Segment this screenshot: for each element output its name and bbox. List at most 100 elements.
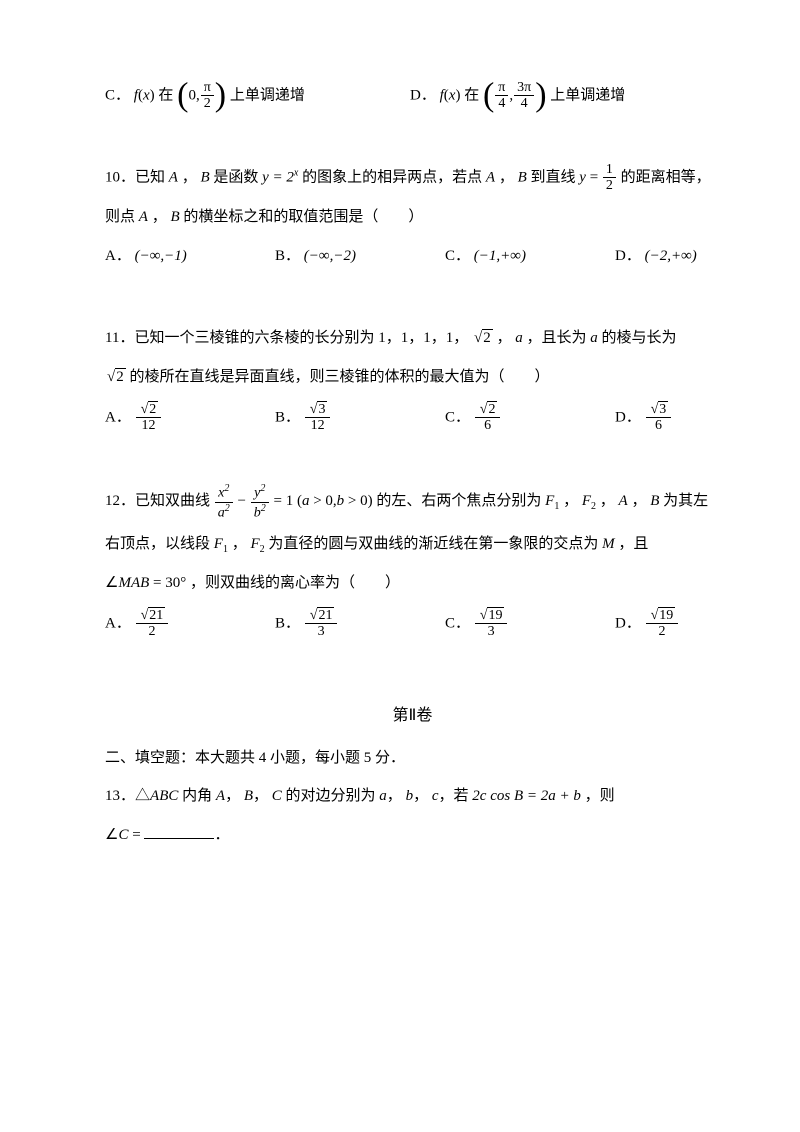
t: 到直线 (531, 169, 580, 185)
F1: F (214, 536, 223, 552)
a: a (379, 788, 387, 804)
rp: ) (455, 87, 460, 103)
t: ，则 (585, 788, 615, 804)
den: 4 (495, 95, 508, 111)
r: 2 (148, 401, 158, 417)
c: c (432, 788, 439, 804)
t: 内角 (182, 788, 216, 804)
c: ， (178, 169, 197, 185)
r: 19 (658, 607, 675, 623)
F2: F (250, 536, 259, 552)
s: 2 (139, 402, 159, 417)
r: 19 (487, 607, 504, 623)
t: 13． (105, 788, 135, 804)
fn: y = 2 (262, 169, 294, 185)
f: 2 6 (475, 402, 501, 434)
big-rparen: ) (215, 76, 226, 113)
d: 2 (136, 623, 169, 639)
d: 2 (603, 177, 616, 193)
l: B． (275, 248, 300, 264)
q12-body2: 右顶点，以线段 F1 ， F2 为直径的圆与双曲线的渐近线在第一象限的交点为 M… (105, 529, 720, 561)
d: 3 (305, 623, 338, 639)
s: 21 (139, 608, 166, 623)
pi-over-2: π2 (201, 80, 214, 112)
tri: △ (135, 788, 150, 804)
q10-opt-c: C． (−1,+∞) (445, 241, 615, 273)
A: A (216, 788, 225, 804)
q10-opt-a: A． (−∞,−1) (105, 241, 275, 273)
tail: 上单调递增 (230, 87, 305, 103)
big-lparen: ( (483, 76, 494, 113)
n: 21 (136, 608, 169, 623)
q9-options-cd: C． f(x) 在 (0,π2) 上单调递增 D． f(x) 在 (π4,3π4… (105, 80, 720, 112)
l: A． (105, 615, 131, 631)
t: 右顶点，以线段 (105, 536, 210, 552)
angle: ∠ (105, 827, 118, 843)
q13-body: 13．△ABC 内角 A， B， C 的对边分别为 a， b， c，若 2c c… (105, 781, 720, 813)
period: ． (214, 827, 229, 843)
q10-body2: 则点 A ， B 的横坐标之和的取值范围是（ ） (105, 202, 720, 234)
t: 的对边分别为 (286, 788, 380, 804)
d: 6 (646, 417, 672, 433)
big-rparen: ) (535, 76, 546, 113)
minus: − (238, 493, 250, 509)
c: ， (148, 209, 167, 225)
v: (−2,+∞) (645, 248, 697, 264)
t: 11．已知一个三棱锥的六条棱的长分别为 1，1，1，1， (105, 330, 468, 346)
label-d: D． (410, 87, 436, 103)
section-2-title: 第Ⅱ卷 (105, 699, 720, 733)
b: b (406, 788, 414, 804)
num: 3π (514, 80, 534, 95)
t: ，且长为 (526, 330, 586, 346)
t: 的棱与长为 (601, 330, 676, 346)
q12-body: 12．已知双曲线 x2 a2 − y2 b2 = 1 (a > 0,b > 0)… (105, 483, 720, 520)
t: 的横坐标之和的取值范围是（ ） (183, 209, 423, 225)
l: B． (275, 409, 300, 425)
q10-body: 10．已知 A ， B 是函数 y = 2x 的图象上的相异两点，若点 A ， … (105, 162, 720, 194)
den: 4 (514, 95, 534, 111)
q12-opt-b: B． 21 3 (275, 608, 445, 640)
q10-options: A． (−∞,−1) B． (−∞,−2) C． (−1,+∞) D． (−2,… (105, 241, 720, 273)
C: C (118, 827, 128, 843)
q11-opt-d: D． 3 6 (615, 402, 672, 434)
l: A． (105, 248, 131, 264)
q12-opt-c: C． 19 3 (445, 608, 615, 640)
q10-opt-d: D． (−2,+∞) (615, 241, 697, 273)
B: B (244, 788, 253, 804)
gt0: > 0, (309, 493, 336, 509)
num: π (495, 80, 508, 95)
y: y (579, 169, 586, 185)
sqrt2: 2 (472, 323, 493, 355)
q11-opt-b: B． 3 12 (275, 402, 445, 434)
A: A (169, 169, 178, 185)
f: 19 3 (475, 608, 508, 640)
rp: ) (150, 87, 155, 103)
sq: 2 (261, 503, 266, 514)
t: 12．已知双曲线 (105, 493, 214, 509)
a2: a (590, 330, 598, 346)
comma: , (509, 87, 513, 103)
n: 2 (136, 402, 162, 417)
n: 2 (475, 402, 501, 417)
q12-body3: ∠MAB = 30° ，则双曲线的离心率为（ ） (105, 568, 720, 600)
d: a2 (215, 502, 233, 521)
sq: 2 (225, 503, 230, 514)
t: 则点 (105, 209, 135, 225)
f: 19 2 (646, 608, 679, 640)
n: x2 (215, 483, 233, 501)
tail: 上单调递增 (550, 87, 625, 103)
sqrt2b: 2 (105, 362, 126, 394)
r: 2 (487, 401, 497, 417)
F1: F (545, 493, 554, 509)
c: ， (495, 169, 514, 185)
B: B (170, 209, 179, 225)
c: ， (228, 536, 247, 552)
y2b2: y2 b2 (251, 483, 269, 520)
M: M (602, 536, 615, 552)
v: (−∞,−1) (135, 248, 187, 264)
B: B (650, 493, 659, 509)
q12-opt-a: A． 21 2 (105, 608, 275, 640)
exam-page: C． f(x) 在 (0,π2) 上单调递增 D． f(x) 在 (π4,3π4… (0, 0, 800, 900)
x2a2: x2 a2 (215, 483, 233, 520)
f: 3 12 (305, 402, 331, 434)
